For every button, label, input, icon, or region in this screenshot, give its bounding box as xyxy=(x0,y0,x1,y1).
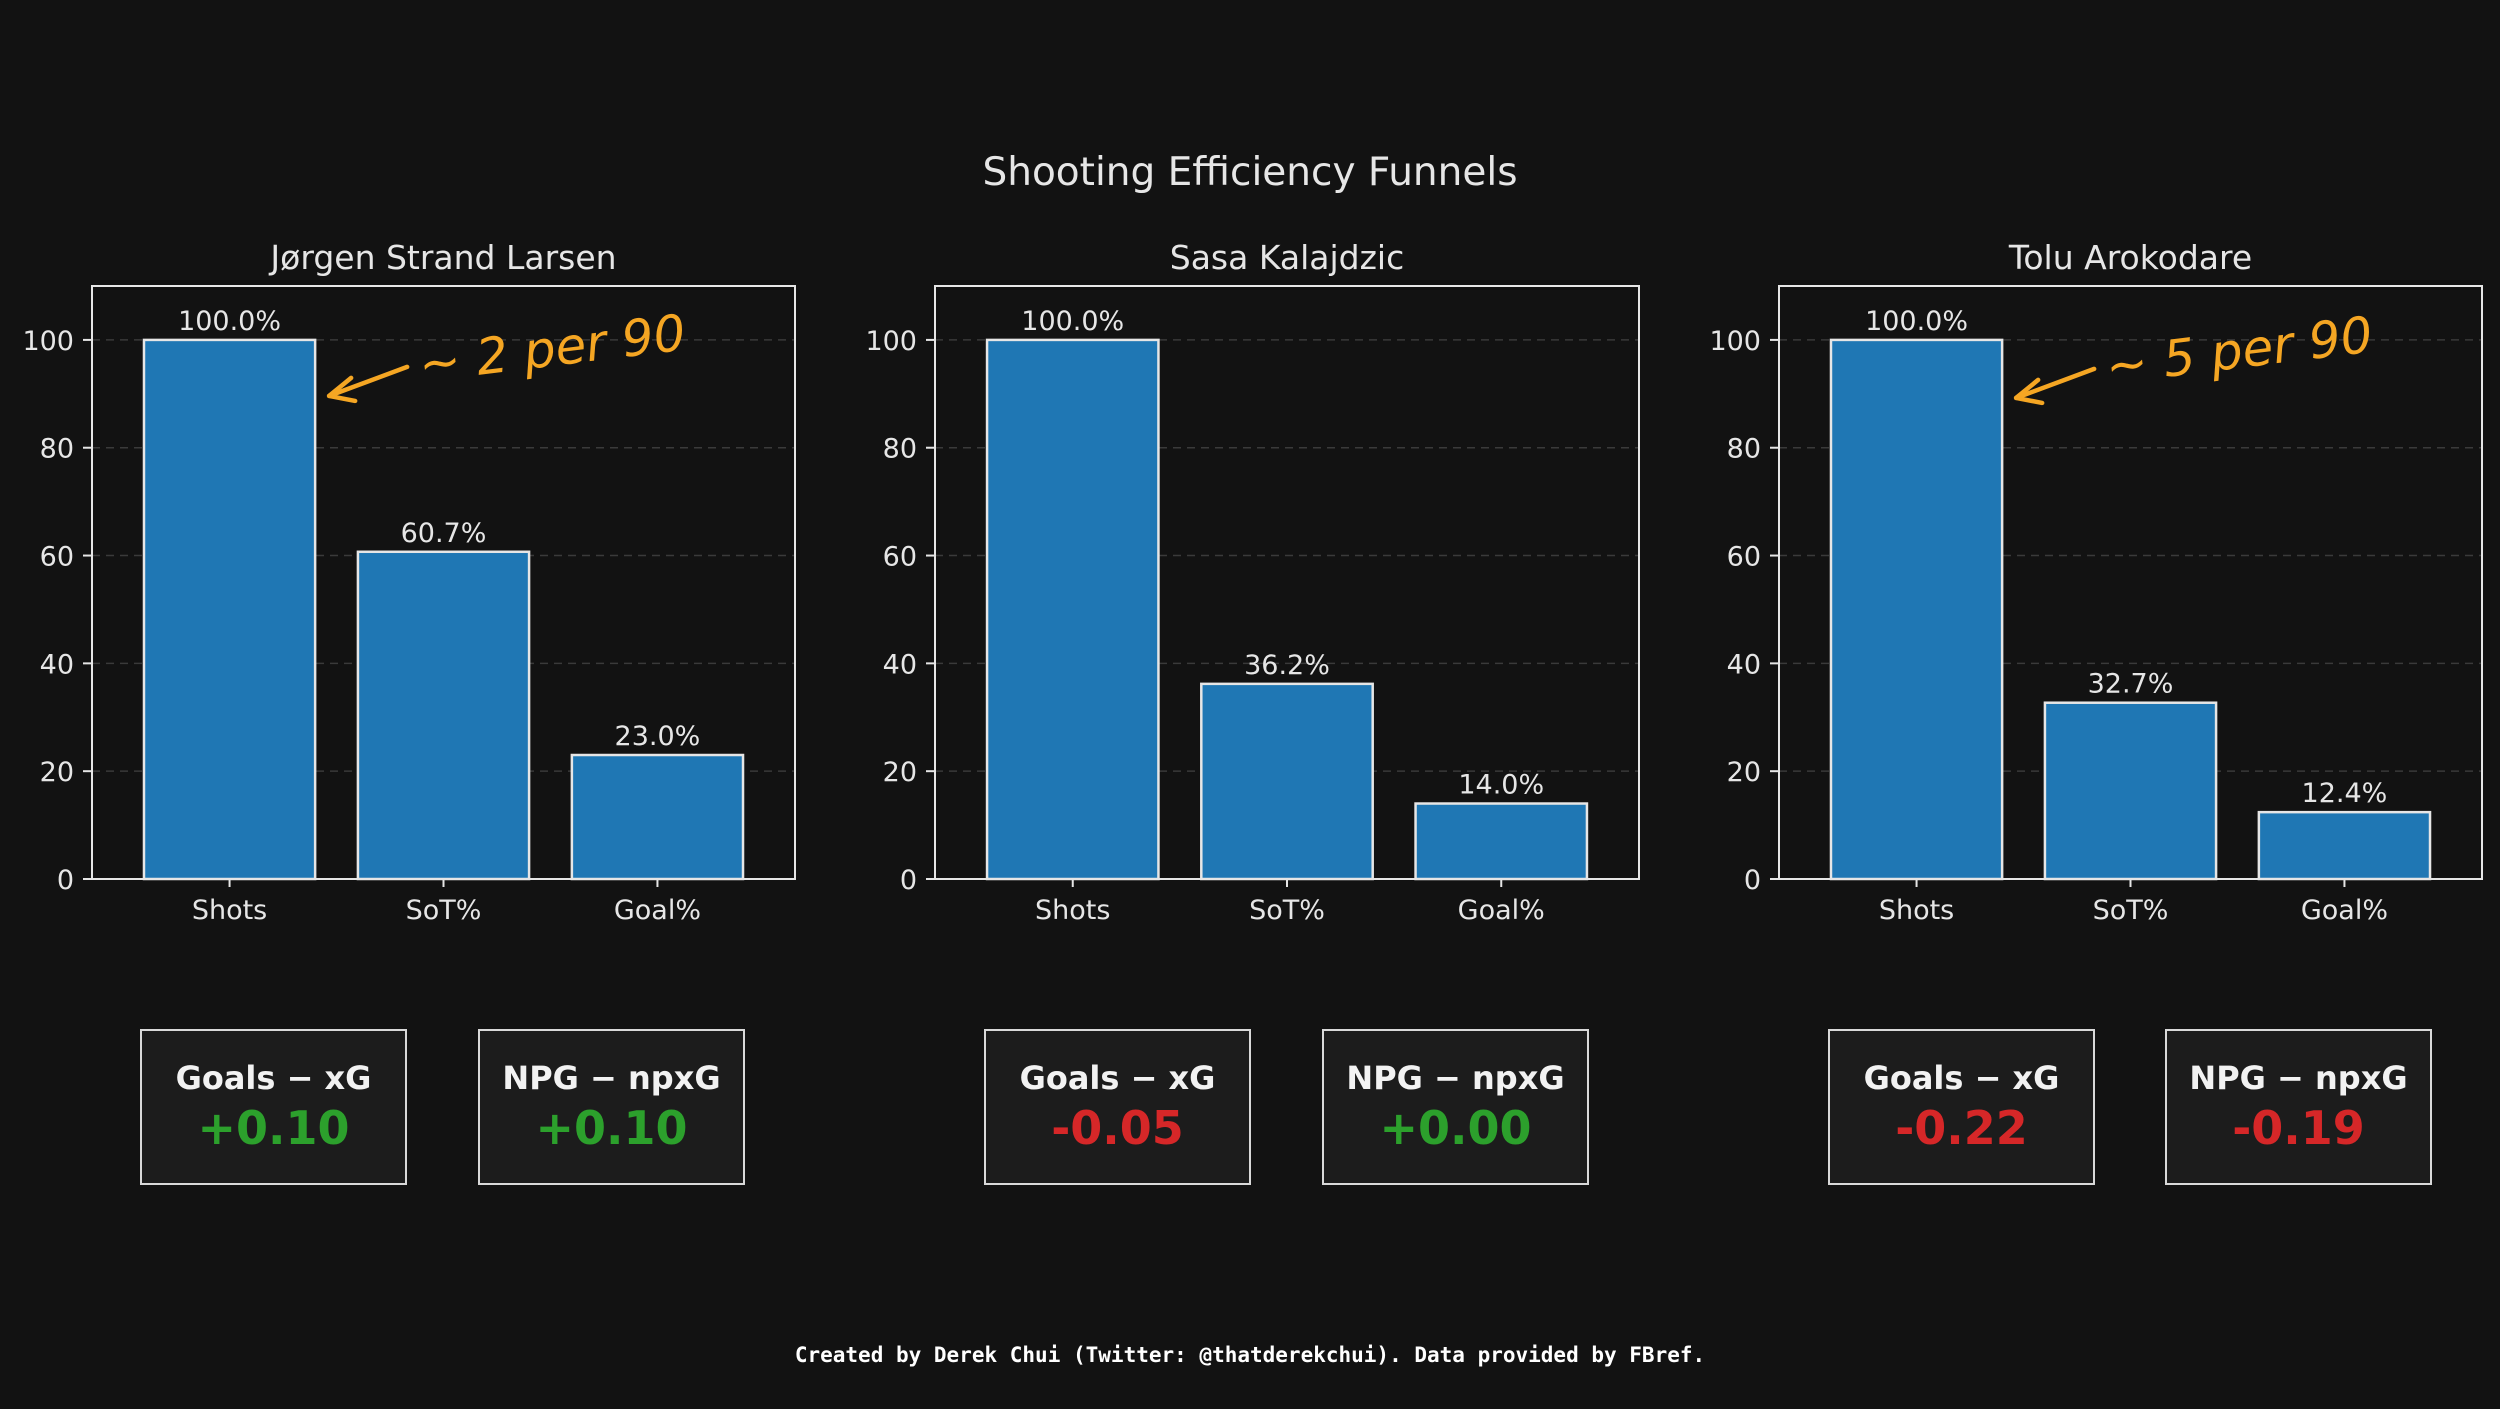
metric-label: NPG − npxG xyxy=(1346,1059,1565,1097)
x-tick-label: Shots xyxy=(1035,895,1110,926)
annotation-arrow xyxy=(2013,366,2097,401)
y-tick-label: 80 xyxy=(883,434,917,465)
metric-label: NPG − npxG xyxy=(502,1059,721,1097)
y-tick-label: 0 xyxy=(900,865,917,896)
chart-title: Tolu Arokodare xyxy=(2008,238,2252,277)
x-tick-label: Goal% xyxy=(2301,895,2388,926)
y-tick-label: 40 xyxy=(883,649,917,680)
metric-box: Goals − xG -0.22 xyxy=(1828,1029,2095,1185)
bar-value-label: 60.7% xyxy=(401,518,487,549)
y-tick-label: 100 xyxy=(1709,326,1761,357)
chart-panel-3: 100.0% Shots 32.7% SoT% 12.4% Goal% 0 20 40 60 80 1… xyxy=(1709,238,2483,926)
y-tick-label: 40 xyxy=(40,649,74,680)
x-tick-label: Goal% xyxy=(1458,895,1545,926)
metric-label: Goals − xG xyxy=(1019,1059,1216,1097)
metric-value: -0.05 xyxy=(1051,1101,1184,1155)
metric-value: +0.00 xyxy=(1379,1101,1532,1155)
chart-title: Jørgen Strand Larsen xyxy=(268,238,616,277)
x-tick-label: SoT% xyxy=(2093,895,2169,926)
bar-value-label: 100.0% xyxy=(1865,306,1968,337)
metric-value: -0.19 xyxy=(2232,1101,2365,1155)
bar xyxy=(2257,810,2432,881)
metric-box: Goals − xG +0.10 xyxy=(140,1029,407,1185)
metric-label: Goals − xG xyxy=(1863,1059,2060,1097)
annotation-text: ~ 5 per 90 xyxy=(2103,306,2376,396)
y-tick-label: 20 xyxy=(1727,757,1761,788)
y-tick-label: 40 xyxy=(1727,649,1761,680)
bar xyxy=(570,753,745,881)
metric-box: NPG − npxG +0.10 xyxy=(478,1029,745,1185)
y-tick-label: 80 xyxy=(40,434,74,465)
y-tick-label: 20 xyxy=(40,757,74,788)
axes-frame xyxy=(91,285,796,880)
bar-value-label: 12.4% xyxy=(2302,778,2388,809)
y-tick-label: 60 xyxy=(883,542,917,573)
metric-box: Goals − xG -0.05 xyxy=(984,1029,1251,1185)
y-tick-label: 60 xyxy=(1727,542,1761,573)
x-tick-label: Shots xyxy=(1879,895,1954,926)
chart-panel-2: 100.0% Shots 36.2% SoT% 14.0% Goal% 0 20 40 60 80 1… xyxy=(865,238,1640,926)
metric-label: NPG − npxG xyxy=(2189,1059,2408,1097)
metric-value: +0.10 xyxy=(197,1101,350,1155)
axes-frame xyxy=(1778,285,2483,880)
bar-value-label: 23.0% xyxy=(615,721,701,752)
bar xyxy=(985,338,1160,881)
annotation-arrowhead xyxy=(2013,377,2045,406)
bar-value-label: 100.0% xyxy=(1021,306,1124,337)
y-tick-label: 80 xyxy=(1727,434,1761,465)
bar xyxy=(1414,802,1589,881)
metric-value: +0.10 xyxy=(535,1101,688,1155)
bar-value-label: 14.0% xyxy=(1458,770,1544,801)
y-tick-label: 100 xyxy=(22,326,74,357)
annotation-text: ~ 2 per 90 xyxy=(416,304,689,394)
chart-title: Sasa Kalajdzic xyxy=(1170,238,1405,277)
bar xyxy=(1200,682,1374,881)
axes-frame xyxy=(934,285,1640,880)
metric-label: Goals − xG xyxy=(175,1059,372,1097)
y-tick-label: 60 xyxy=(40,542,74,573)
bar-value-label: 32.7% xyxy=(2088,669,2174,700)
metric-box: NPG − npxG -0.19 xyxy=(2165,1029,2432,1185)
x-tick-label: Goal% xyxy=(614,895,701,926)
bar xyxy=(2043,701,2218,881)
y-tick-label: 100 xyxy=(865,326,917,357)
chart-panel-1: 100.0% Shots 60.7% SoT% 23.0% Goal% 0 20 40 60 80 1… xyxy=(22,238,796,926)
metric-box: NPG − npxG +0.00 xyxy=(1322,1029,1589,1185)
y-tick-label: 20 xyxy=(883,757,917,788)
footer-credit: Created by Derek Chui (Twitter: @thatder… xyxy=(794,1343,1706,1367)
bar-value-label: 36.2% xyxy=(1244,650,1330,681)
figure-title: Shooting Efficiency Funnels xyxy=(982,150,1518,195)
x-tick-label: Shots xyxy=(192,895,267,926)
x-tick-label: SoT% xyxy=(1249,895,1325,926)
y-tick-label: 0 xyxy=(1744,865,1761,896)
annotation-arrow xyxy=(326,364,410,399)
bar xyxy=(142,338,317,881)
bar xyxy=(1829,338,2004,881)
bar xyxy=(356,550,531,881)
metric-value: -0.22 xyxy=(1895,1101,2028,1155)
bar-value-label: 100.0% xyxy=(178,306,281,337)
annotation-arrowhead xyxy=(326,375,358,404)
x-tick-label: SoT% xyxy=(406,895,482,926)
y-tick-label: 0 xyxy=(57,865,74,896)
